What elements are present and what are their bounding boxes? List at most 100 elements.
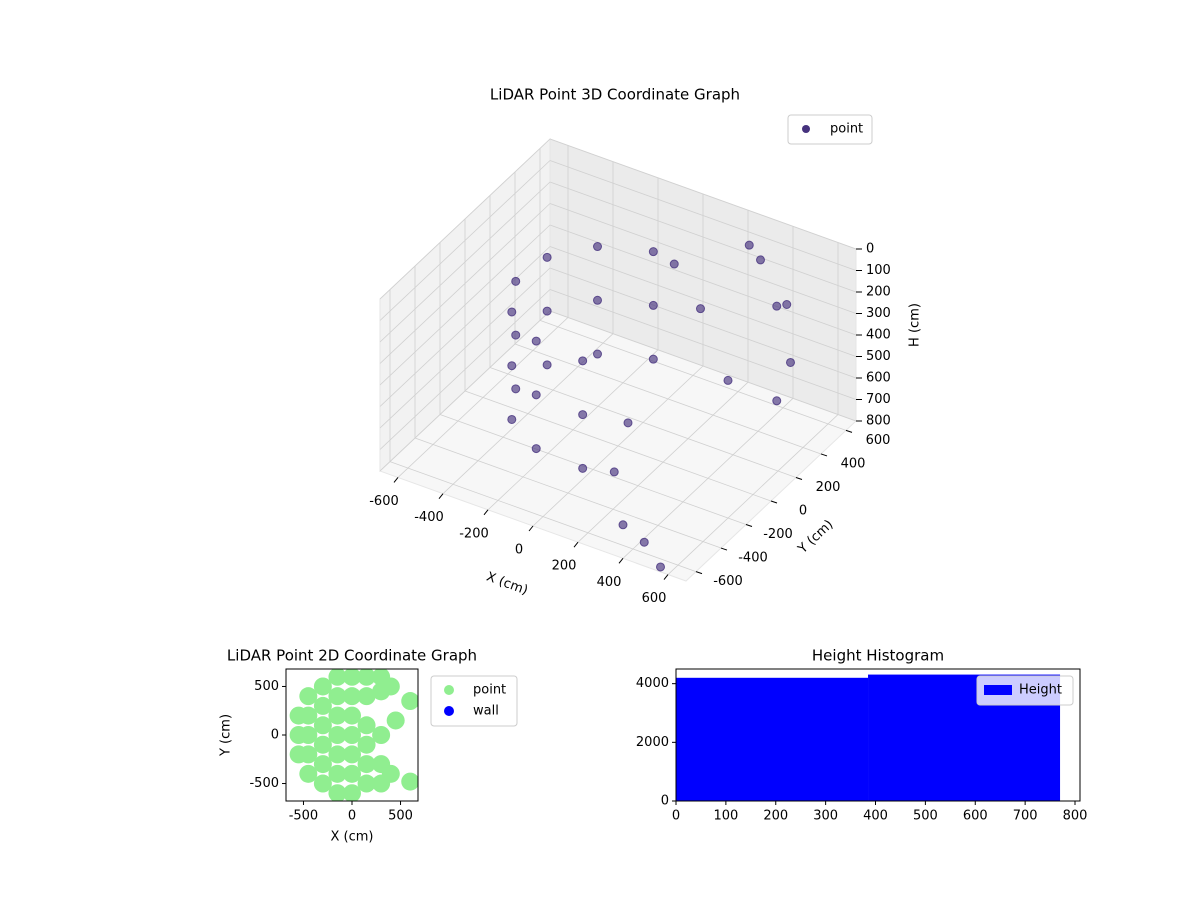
data-point xyxy=(357,755,376,774)
x-tick-label: 100 xyxy=(713,809,738,824)
x-tick-label: -500 xyxy=(289,809,319,824)
data-point xyxy=(401,692,418,711)
grid-line xyxy=(549,267,857,379)
data-point xyxy=(343,745,361,764)
data-point xyxy=(299,706,318,725)
tick-mark xyxy=(745,524,753,528)
data-point xyxy=(343,726,361,744)
tick-mark xyxy=(820,453,828,457)
grid-line xyxy=(389,461,697,572)
tick-mark xyxy=(438,493,444,499)
x-tick-label: 600 xyxy=(963,809,988,824)
data-point xyxy=(648,300,658,310)
grid-line xyxy=(439,414,747,525)
chart-title: Height Histogram xyxy=(812,647,944,665)
plot-area xyxy=(289,669,418,801)
data-point xyxy=(542,306,552,316)
y-tick-label: 0 xyxy=(271,728,279,743)
data-point xyxy=(328,706,347,725)
x-tick-label: 800 xyxy=(1063,809,1088,824)
data-point xyxy=(313,774,332,793)
x-tick-label: 500 xyxy=(388,809,413,824)
y-tick-label: 200 xyxy=(816,480,841,495)
z-tick-label: 300 xyxy=(866,306,891,321)
data-point xyxy=(328,764,347,783)
data-point xyxy=(328,726,347,744)
data-point xyxy=(343,669,361,686)
grid-line xyxy=(489,367,797,478)
grid-line xyxy=(549,181,857,293)
bar xyxy=(676,677,869,801)
data-point xyxy=(578,410,588,420)
y-tick-label: 0 xyxy=(799,504,807,519)
y-tick-label: 4000 xyxy=(636,676,669,691)
data-point xyxy=(648,247,658,257)
legend-marker xyxy=(444,685,454,695)
y-axis-label: Y (cm) xyxy=(219,714,234,757)
z-tick-label: 600 xyxy=(866,371,891,386)
tick-mark xyxy=(663,574,669,580)
legend-marker xyxy=(444,706,454,716)
grid-line xyxy=(379,181,551,343)
x-tick-label: 400 xyxy=(597,575,622,590)
tick-mark xyxy=(845,429,853,433)
data-point xyxy=(756,255,765,265)
legend-label: point xyxy=(473,683,506,698)
data-point xyxy=(343,706,361,725)
y-tick-label: -400 xyxy=(738,551,768,566)
data-point xyxy=(313,677,332,696)
data-point xyxy=(357,735,376,754)
data-point xyxy=(531,390,541,400)
tick-mark xyxy=(483,509,489,516)
data-point xyxy=(772,301,782,311)
data-point xyxy=(343,764,361,783)
grid-line xyxy=(549,310,857,422)
z-axis-label: H (cm) xyxy=(908,303,923,347)
data-point xyxy=(578,463,588,473)
tick-mark xyxy=(618,558,624,564)
x-tick-label: -200 xyxy=(459,526,489,541)
data-point xyxy=(578,356,588,366)
y-tick-label: 400 xyxy=(841,456,866,471)
data-point xyxy=(328,687,347,706)
data-point xyxy=(357,669,376,686)
data-point xyxy=(542,252,552,262)
y-tick-label: 600 xyxy=(866,433,891,448)
grid-line xyxy=(379,246,551,407)
data-point xyxy=(511,330,521,340)
data-point xyxy=(744,240,754,250)
grid-line xyxy=(379,310,551,472)
x-tick-label: 200 xyxy=(552,559,577,574)
grid-line xyxy=(549,203,857,314)
data-point xyxy=(343,687,361,706)
data-point xyxy=(313,716,332,735)
tick-mark xyxy=(795,476,803,480)
x-tick-label: 700 xyxy=(1013,809,1038,824)
data-point xyxy=(299,764,318,783)
data-point xyxy=(609,467,619,477)
data-point xyxy=(639,537,649,547)
data-point xyxy=(623,418,633,428)
data-point xyxy=(648,354,658,364)
grid-line xyxy=(379,160,551,321)
grid-line xyxy=(379,267,551,429)
legend-label: wall xyxy=(473,704,499,719)
legend-marker xyxy=(802,125,810,133)
z-tick-label: 700 xyxy=(866,392,891,407)
data-point xyxy=(299,687,318,706)
x-tick-label: 0 xyxy=(348,809,356,824)
x-tick-label: -600 xyxy=(369,494,399,509)
x-tick-label: 300 xyxy=(813,809,838,824)
data-point xyxy=(531,336,541,346)
data-point xyxy=(511,276,521,286)
z-tick-label: 0 xyxy=(866,242,874,257)
data-point xyxy=(357,774,376,793)
data-point xyxy=(401,772,418,791)
legend-box xyxy=(976,675,1074,706)
grid-line xyxy=(539,320,847,431)
data-point xyxy=(328,669,347,686)
chart-title: LiDAR Point 2D Coordinate Graph xyxy=(227,647,477,665)
data-point xyxy=(313,735,332,754)
data-point xyxy=(299,745,318,764)
data-point xyxy=(772,396,782,406)
